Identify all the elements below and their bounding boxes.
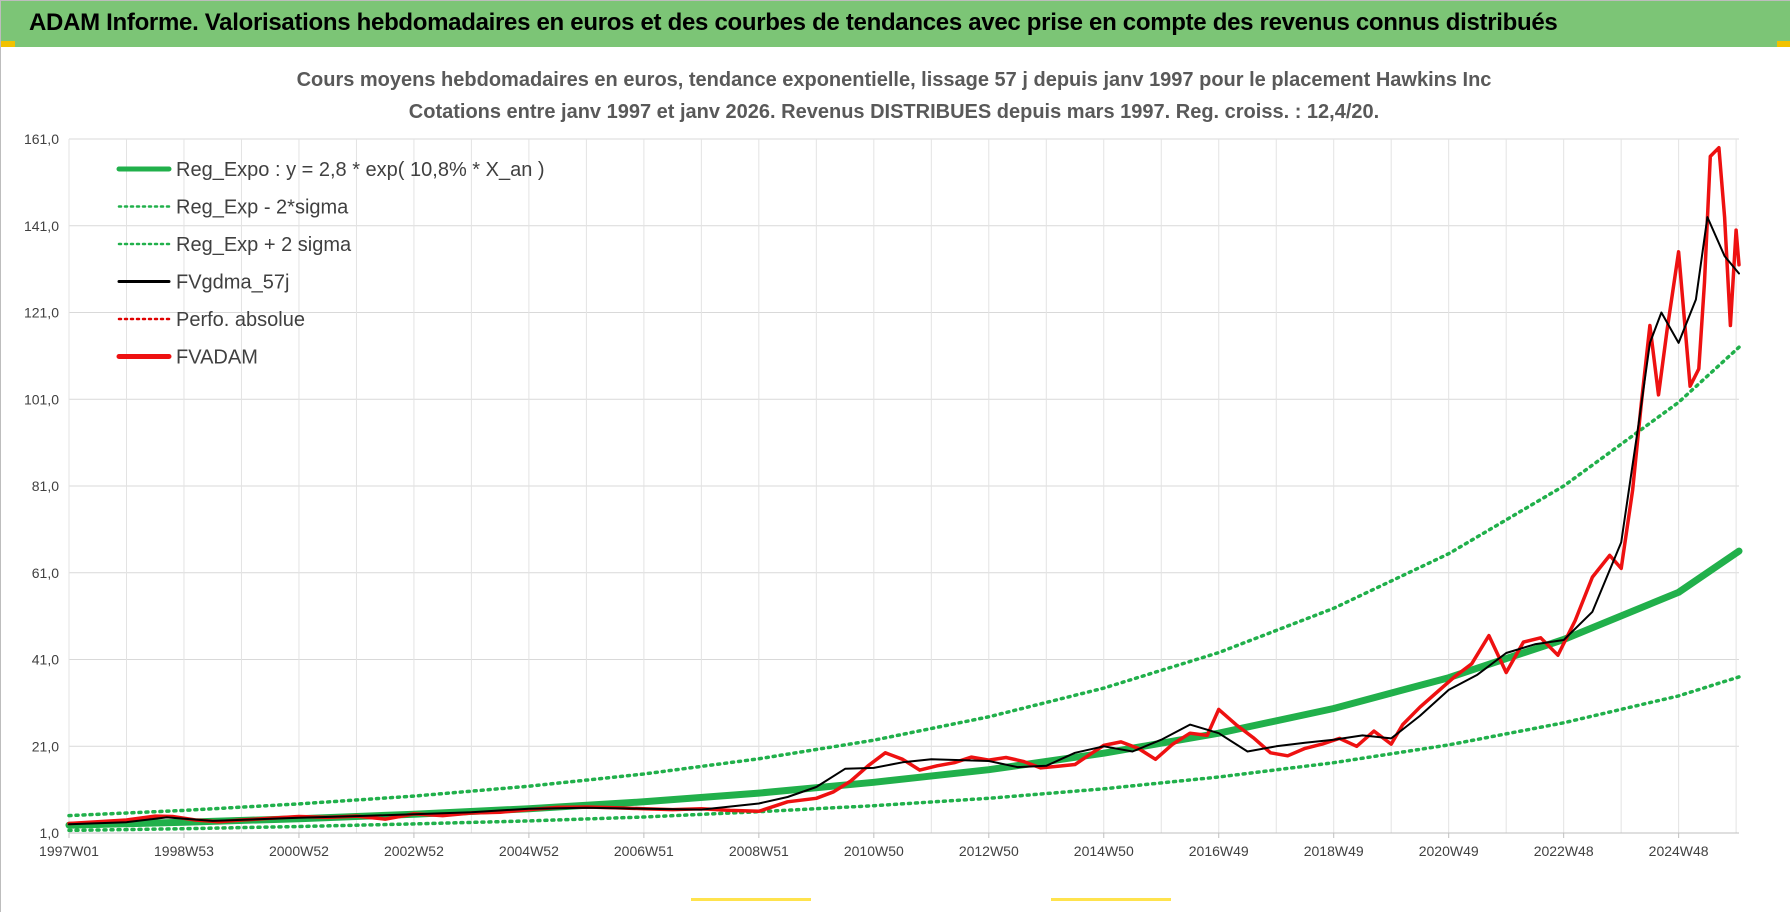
y-tick-label: 101,0 [24,391,59,407]
series-line-fvgdma-57j [68,216,1740,826]
x-tick-label: 2008W51 [729,843,789,859]
y-tick-label: 121,0 [24,305,59,321]
x-tick-label: 2018W49 [1304,843,1364,859]
series-line-reg-exp-minus-2sigma [67,675,1741,833]
x-tick-label: 2012W50 [959,843,1019,859]
series-line-reg-exp-plus-2sigma [67,345,1741,818]
y-tick-label: 1,0 [40,825,60,841]
corner-mark-top-right [1777,41,1790,47]
x-tick-label: 2002W52 [384,843,444,859]
legend-label: Reg_Exp + 2 sigma [176,234,352,256]
x-tick-label: 2006W51 [614,843,674,859]
x-tick-label: 1998W53 [154,843,214,859]
y-tick-label: 21,0 [32,738,59,754]
legend-label: Perfo. absolue [176,309,305,331]
bottom-highlight-2 [1051,898,1171,901]
x-tick-label: 2016W49 [1189,843,1249,859]
legend-label: Reg_Exp - 2*sigma [176,197,349,219]
chart: Cours moyens hebdomadaires en euros, ten… [1,47,1790,913]
bottom-highlight-1 [691,898,811,901]
x-tick-label: 1997W01 [39,843,99,859]
chart-title-line-1: Cours moyens hebdomadaires en euros, ten… [297,69,1492,91]
legend-label: FVgdma_57j [176,272,289,294]
x-tick-label: 2000W52 [269,843,329,859]
x-tick-label: 2022W48 [1534,843,1594,859]
x-tick-label: 2020W49 [1419,843,1479,859]
corner-mark-top-left [1,41,15,47]
y-tick-label: 141,0 [24,218,59,234]
x-tick-label: 2004W52 [499,843,559,859]
legend: Reg_Expo : y = 2,8 * exp( 10,8% * X_an )… [116,159,545,369]
y-tick-label: 161,0 [24,131,59,147]
chart-title-line-2: Cotations entre janv 1997 et janv 2026. … [409,101,1379,123]
y-tick-label: 61,0 [32,565,59,581]
grid [68,138,1739,834]
legend-label: Reg_Expo : y = 2,8 * exp( 10,8% * X_an ) [176,159,545,181]
axes: 1,0 21,0 41,0 61,0 81,0 101,0 121,0 141,0 161,0 1… [24,131,1739,859]
report-title: ADAM Informe. Valorisations hebdomadaire… [29,9,1558,36]
series-layer [65,145,1743,833]
x-tick-label: 2024W48 [1649,843,1709,859]
y-tick-label: 41,0 [32,652,59,668]
x-tick-label: 2014W50 [1074,843,1134,859]
legend-label: FVADAM [176,347,258,369]
y-tick-label: 81,0 [32,478,59,494]
x-tick-label: 2010W50 [844,843,904,859]
report-banner: ADAM Informe. Valorisations hebdomadaire… [1,1,1790,48]
